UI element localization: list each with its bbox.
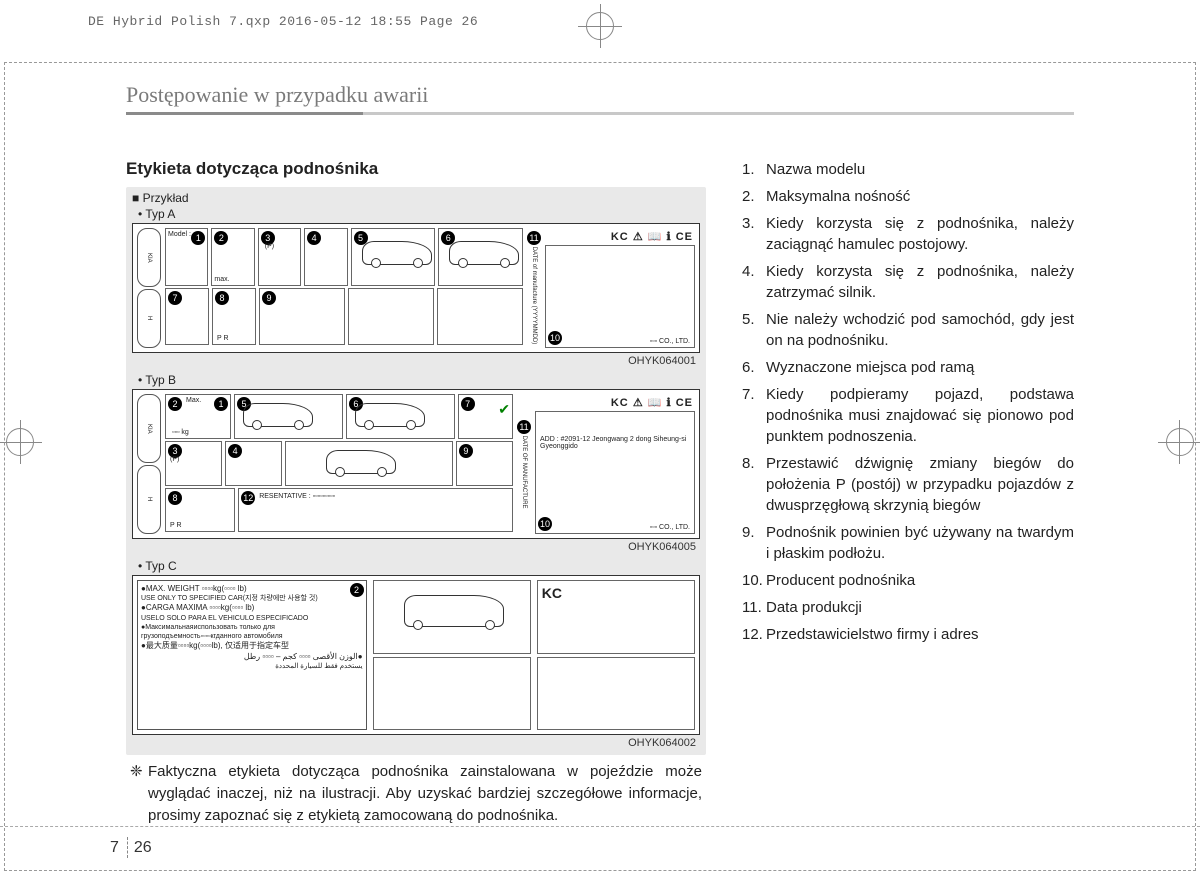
hyundai-logo-b: H (137, 465, 161, 534)
chapter-title: Postępowanie w przypadku awarii (126, 82, 1074, 112)
section-heading: Etykieta dotycząca podnośnika (126, 159, 706, 179)
type-b-label: • Typ B (138, 373, 700, 387)
list-num: 2. (742, 186, 766, 207)
kia-logo: KIA (137, 228, 161, 287)
typc-line8: يستخدم فقط للسيارة المحددة (141, 662, 363, 671)
left-column: Etykieta dotycząca podnośnika ■ Przykład… (126, 159, 706, 826)
list-item: 7.Kiedy podpieramy pojazd, podstawa podn… (742, 384, 1074, 447)
list-text: Przedstawicielstwo firmy i adres (766, 624, 1074, 645)
list-num: 8. (742, 453, 766, 516)
list-item: 11.Data produkcji (742, 597, 1074, 618)
co-ltd-a: ▫▫▫ CO., LTD. (650, 338, 690, 345)
list-text: Podnośnik powinien być używany na twardy… (766, 522, 1074, 564)
example-label: ■ Przykład (132, 191, 700, 205)
co-ltd-b: ▫▫▫ CO., LTD. (650, 524, 690, 531)
typc-line7: الوزن الأقصى ▫▫▫▫ كجم – ▫▫▫▫ رطل● (141, 652, 363, 662)
brand-logos-b: KIA H (137, 394, 161, 534)
type-a-label: • Typ A (138, 207, 700, 221)
list-item: 5.Nie należy wchodzić pod samochód, gdy … (742, 309, 1074, 351)
list-text: Kiedy podpieramy pojazd, podstawa podnoś… (766, 384, 1074, 447)
list-text: Wyznaczone miejsca pod ramą (766, 357, 1074, 378)
file-header-info: DE Hybrid Polish 7.qxp 2016-05-12 18:55 … (88, 14, 478, 29)
type-c-label: • Typ C (138, 559, 700, 573)
date-manufacture-label-b: 11 DATE OF MANUFACTURE (517, 394, 531, 534)
list-item: 8.Przestawić dźwignię zmiany biegów do p… (742, 453, 1074, 516)
list-item: 2.Maksymalna nośność (742, 186, 1074, 207)
jack-label-figure-a: KIA H Model : ▫▫▫ 1 2max. 3(P) 4 5 6 (132, 223, 700, 353)
page-content: Postępowanie w przypadku awarii Etykieta… (126, 82, 1074, 826)
right-column: 1.Nazwa modelu 2.Maksymalna nośność 3.Ki… (742, 159, 1074, 826)
page-number-value: 26 (127, 837, 158, 858)
list-text: Nazwa modelu (766, 159, 1074, 180)
list-text: Kiedy korzysta się z podnośnika, należy … (766, 213, 1074, 255)
ce-row-b: KC ⚠ 📖 ℹ CE (535, 394, 695, 411)
list-num: 5. (742, 309, 766, 351)
typc-line6: ●最大质量▫▫▫▫kg(▫▫▫▫lb), 仅适用于指定车型 (141, 641, 363, 651)
figure-code-b: OHYK064005 (132, 539, 700, 557)
footnote-symbol: ❈ (130, 761, 148, 826)
list-item: 9.Podnośnik powinien być używany na twar… (742, 522, 1074, 564)
reg-mark-top-v (600, 4, 601, 48)
content-columns: Etykieta dotycząca podnośnika ■ Przykład… (126, 159, 1074, 826)
brand-logos: KIA H (137, 228, 161, 348)
list-num: 10. (742, 570, 766, 591)
jack-label-figure-b: KIA H 2Max.1▫▫▫ kg 5 6 7✔ 3(P) (132, 389, 700, 539)
chapter-title-underline (126, 112, 1074, 115)
addr-text: ADD : #2091-12 Jeongwang 2 dong Siheung-… (540, 436, 694, 450)
list-num: 3. (742, 213, 766, 255)
list-num: 9. (742, 522, 766, 564)
list-num: 7. (742, 384, 766, 447)
typc-line1: ●MAX. WEIGHT ▫▫▫▫kg(▫▫▫▫ lb) (141, 584, 363, 594)
typc-line5: ●Максимальнаяиспользовать только для гру… (141, 623, 363, 641)
list-text: Producent podnośnika (766, 570, 1074, 591)
list-text: Nie należy wchodzić pod samochód, gdy je… (766, 309, 1074, 351)
representative-text: RESENTATIVE : ▫▫▫▫▫▫▫▫▫ (259, 493, 335, 500)
typc-line4: USELO SOLO PARA EL VEHICULO ESPECIFICADO (141, 614, 363, 623)
list-item: 1.Nazwa modelu (742, 159, 1074, 180)
list-text: Kiedy korzysta się z podnośnika, należy … (766, 261, 1074, 303)
list-text: Maksymalna nośność (766, 186, 1074, 207)
list-num: 12. (742, 624, 766, 645)
list-num: 4. (742, 261, 766, 303)
list-num: 6. (742, 357, 766, 378)
hyundai-logo: H (137, 289, 161, 348)
list-item: 12.Przedstawicielstwo firmy i adres (742, 624, 1074, 645)
footnote: ❈ Faktyczna etykieta dotycząca podnośnik… (126, 755, 706, 826)
date-manufacture-label: 11 DATE of manufacture (YYYYMMDD) (527, 228, 541, 348)
list-text: Data produkcji (766, 597, 1074, 618)
kia-logo-b: KIA (137, 394, 161, 463)
list-num: 11. (742, 597, 766, 618)
list-item: 4.Kiedy korzysta się z podnośnika, należ… (742, 261, 1074, 303)
typc-line3: ●CARGA MAXIMA ▫▫▫▫kg(▫▫▫▫ lb) (141, 603, 363, 613)
max-text: max. (214, 276, 229, 283)
footnote-text: Faktyczna etykieta dotycząca podnośnika … (148, 761, 702, 826)
list-item: 6.Wyznaczone miejsca pod ramą (742, 357, 1074, 378)
list-item: 3.Kiedy korzysta się z podnośnika, należ… (742, 213, 1074, 255)
list-item: 10.Producent podnośnika (742, 570, 1074, 591)
page-number: 726 (110, 839, 158, 857)
list-text: Przestawić dźwignię zmiany biegów do poł… (766, 453, 1074, 516)
jack-label-figure-c: 2 ●MAX. WEIGHT ▫▫▫▫kg(▫▫▫▫ lb) USE ONLY … (132, 575, 700, 735)
typc-line2: USE ONLY TO SPECIFIED CAR(지정 차량에만 사용할 것) (141, 594, 363, 603)
figure-code-c: OHYK064002 (132, 735, 700, 753)
ce-row-a: KC ⚠ 📖 ℹ CE (545, 228, 695, 245)
list-num: 1. (742, 159, 766, 180)
figure-code-a: OHYK064001 (132, 353, 700, 371)
figure-group: ■ Przykład • Typ A KIA H Model : ▫▫▫ 1 2… (126, 187, 706, 755)
section-number: 7 (110, 839, 123, 856)
